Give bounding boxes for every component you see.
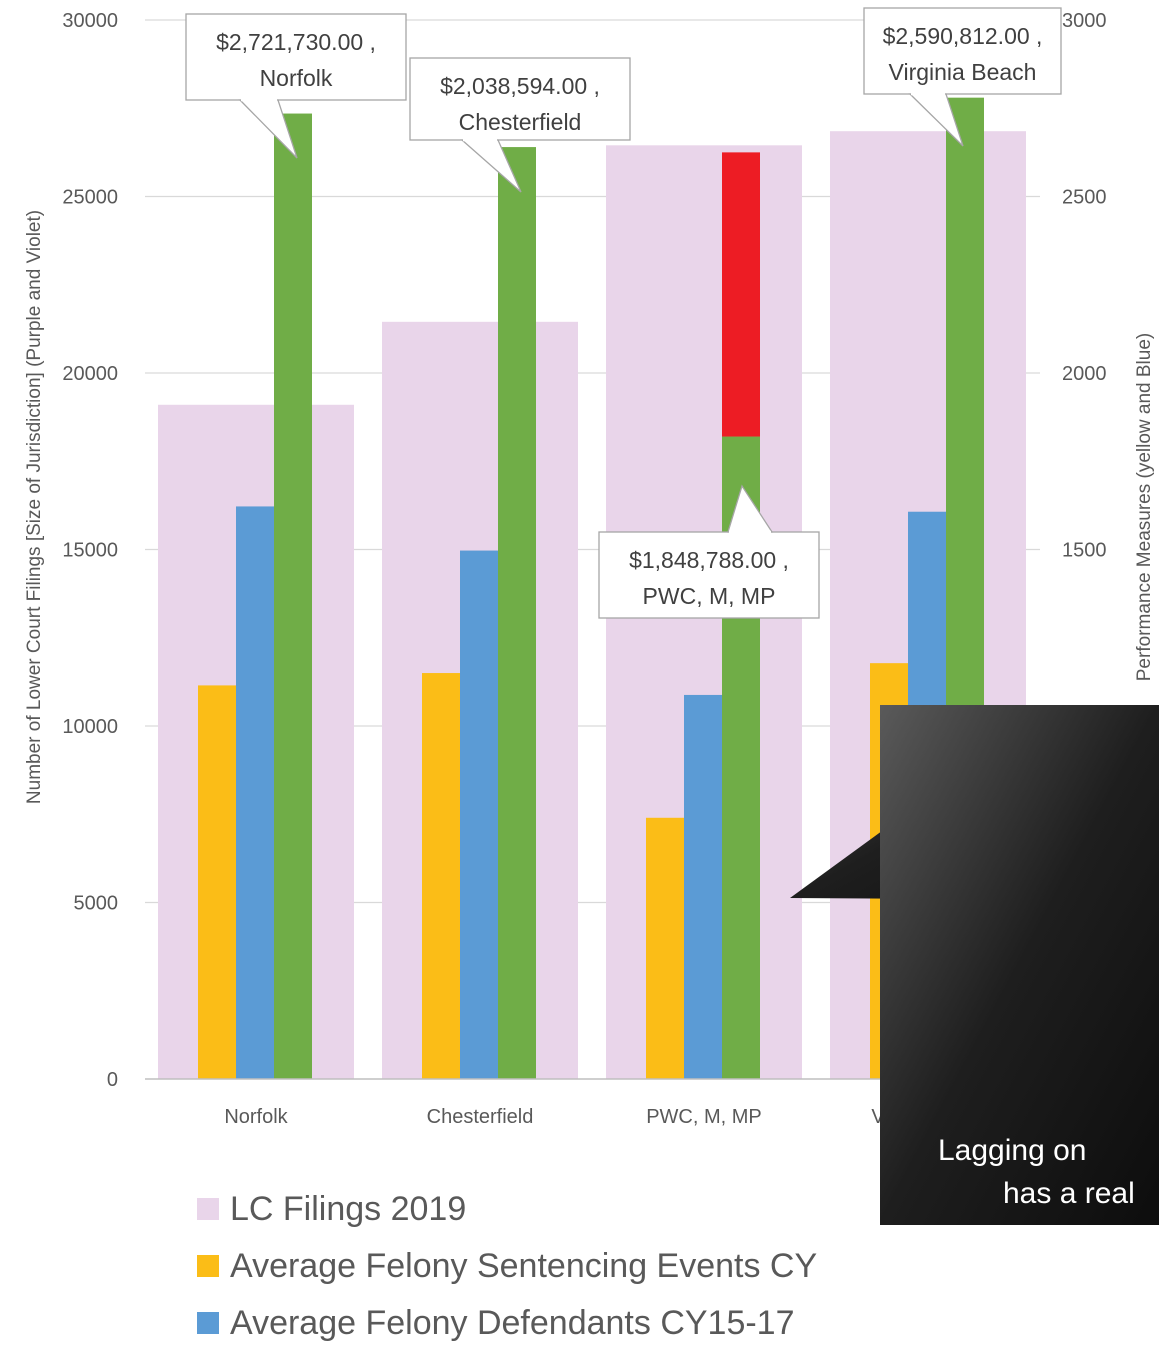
left-tick-label: 25000 bbox=[62, 187, 118, 209]
left-axis-ticks: 0 5000 10000 15000 20000 25000 30000 bbox=[62, 10, 118, 1091]
legend-label: Average Felony Sentencing Events CY bbox=[230, 1247, 817, 1285]
left-tick-label: 10000 bbox=[62, 716, 118, 738]
bar-green bbox=[274, 113, 312, 1080]
callout-value: $1,848,788.00 , bbox=[629, 547, 789, 573]
bar-sentencing-events bbox=[646, 817, 684, 1079]
callout-box bbox=[598, 531, 820, 619]
data-callouts: $2,721,730.00 , Norfolk $2,038,594.00 , Che… bbox=[185, 7, 1062, 619]
data-callout: $2,038,594.00 , Chesterfield bbox=[409, 57, 631, 193]
left-tick-label: 0 bbox=[107, 1069, 118, 1091]
left-tick-label: 30000 bbox=[62, 10, 118, 32]
left-axis-title: Number of Lower Court Filings [Size of J… bbox=[24, 210, 45, 804]
callout-label: Norfolk bbox=[260, 65, 333, 91]
right-tick-label: 3000 bbox=[1062, 10, 1107, 32]
annotation-callout: Lagging on has a real bbox=[790, 705, 1159, 1225]
legend: LC Filings 2019 Average Felony Sentencing… bbox=[197, 1190, 817, 1342]
callout-value: $2,721,730.00 , bbox=[216, 29, 376, 55]
data-callout: $1,848,788.00 , PWC, M, MP bbox=[598, 484, 820, 619]
right-tick-label: 2500 bbox=[1062, 187, 1107, 209]
bar-sentencing-events bbox=[198, 685, 236, 1079]
legend-swatch bbox=[197, 1198, 219, 1220]
callout-label: Virginia Beach bbox=[889, 59, 1037, 85]
data-callout: $2,590,812.00 , Virginia Beach bbox=[863, 7, 1062, 147]
category-label: Norfolk bbox=[224, 1106, 288, 1128]
category-label: Chesterfield bbox=[427, 1106, 534, 1128]
legend-label: Average Felony Defendants CY15-17 bbox=[230, 1304, 795, 1342]
callout-box bbox=[185, 13, 407, 101]
bar-felony-defendants bbox=[684, 694, 722, 1079]
left-tick-label: 15000 bbox=[62, 540, 118, 562]
callout-box bbox=[863, 7, 1062, 95]
bar-sentencing-events bbox=[422, 673, 460, 1079]
right-tick-label: 2000 bbox=[1062, 363, 1107, 385]
callout-value: $2,590,812.00 , bbox=[883, 23, 1043, 49]
bar-green bbox=[498, 147, 536, 1079]
callout-label: PWC, M, MP bbox=[643, 583, 776, 609]
category-label: PWC, M, MP bbox=[646, 1106, 762, 1128]
legend-label: LC Filings 2019 bbox=[230, 1190, 466, 1228]
left-tick-label: 5000 bbox=[74, 893, 119, 915]
callout-box bbox=[409, 57, 631, 141]
bar-red-overlay bbox=[722, 152, 760, 437]
annotation-box bbox=[880, 705, 1159, 1225]
right-tick-label: 1500 bbox=[1062, 540, 1107, 562]
left-tick-label: 20000 bbox=[62, 363, 118, 385]
bar-felony-defendants bbox=[460, 550, 498, 1079]
bar-felony-defendants bbox=[236, 506, 274, 1080]
annotation-line-2: has a real bbox=[1003, 1177, 1135, 1210]
annotation-line-1: Lagging on bbox=[938, 1134, 1086, 1167]
callout-label: Chesterfield bbox=[459, 109, 582, 135]
right-axis-title: Performance Measures (yellow and Blue) bbox=[1134, 333, 1155, 682]
bars bbox=[158, 97, 1026, 1080]
callout-value: $2,038,594.00 , bbox=[440, 73, 600, 99]
legend-swatch bbox=[197, 1255, 219, 1277]
data-callout: $2,721,730.00 , Norfolk bbox=[185, 13, 407, 159]
legend-swatch bbox=[197, 1312, 219, 1334]
